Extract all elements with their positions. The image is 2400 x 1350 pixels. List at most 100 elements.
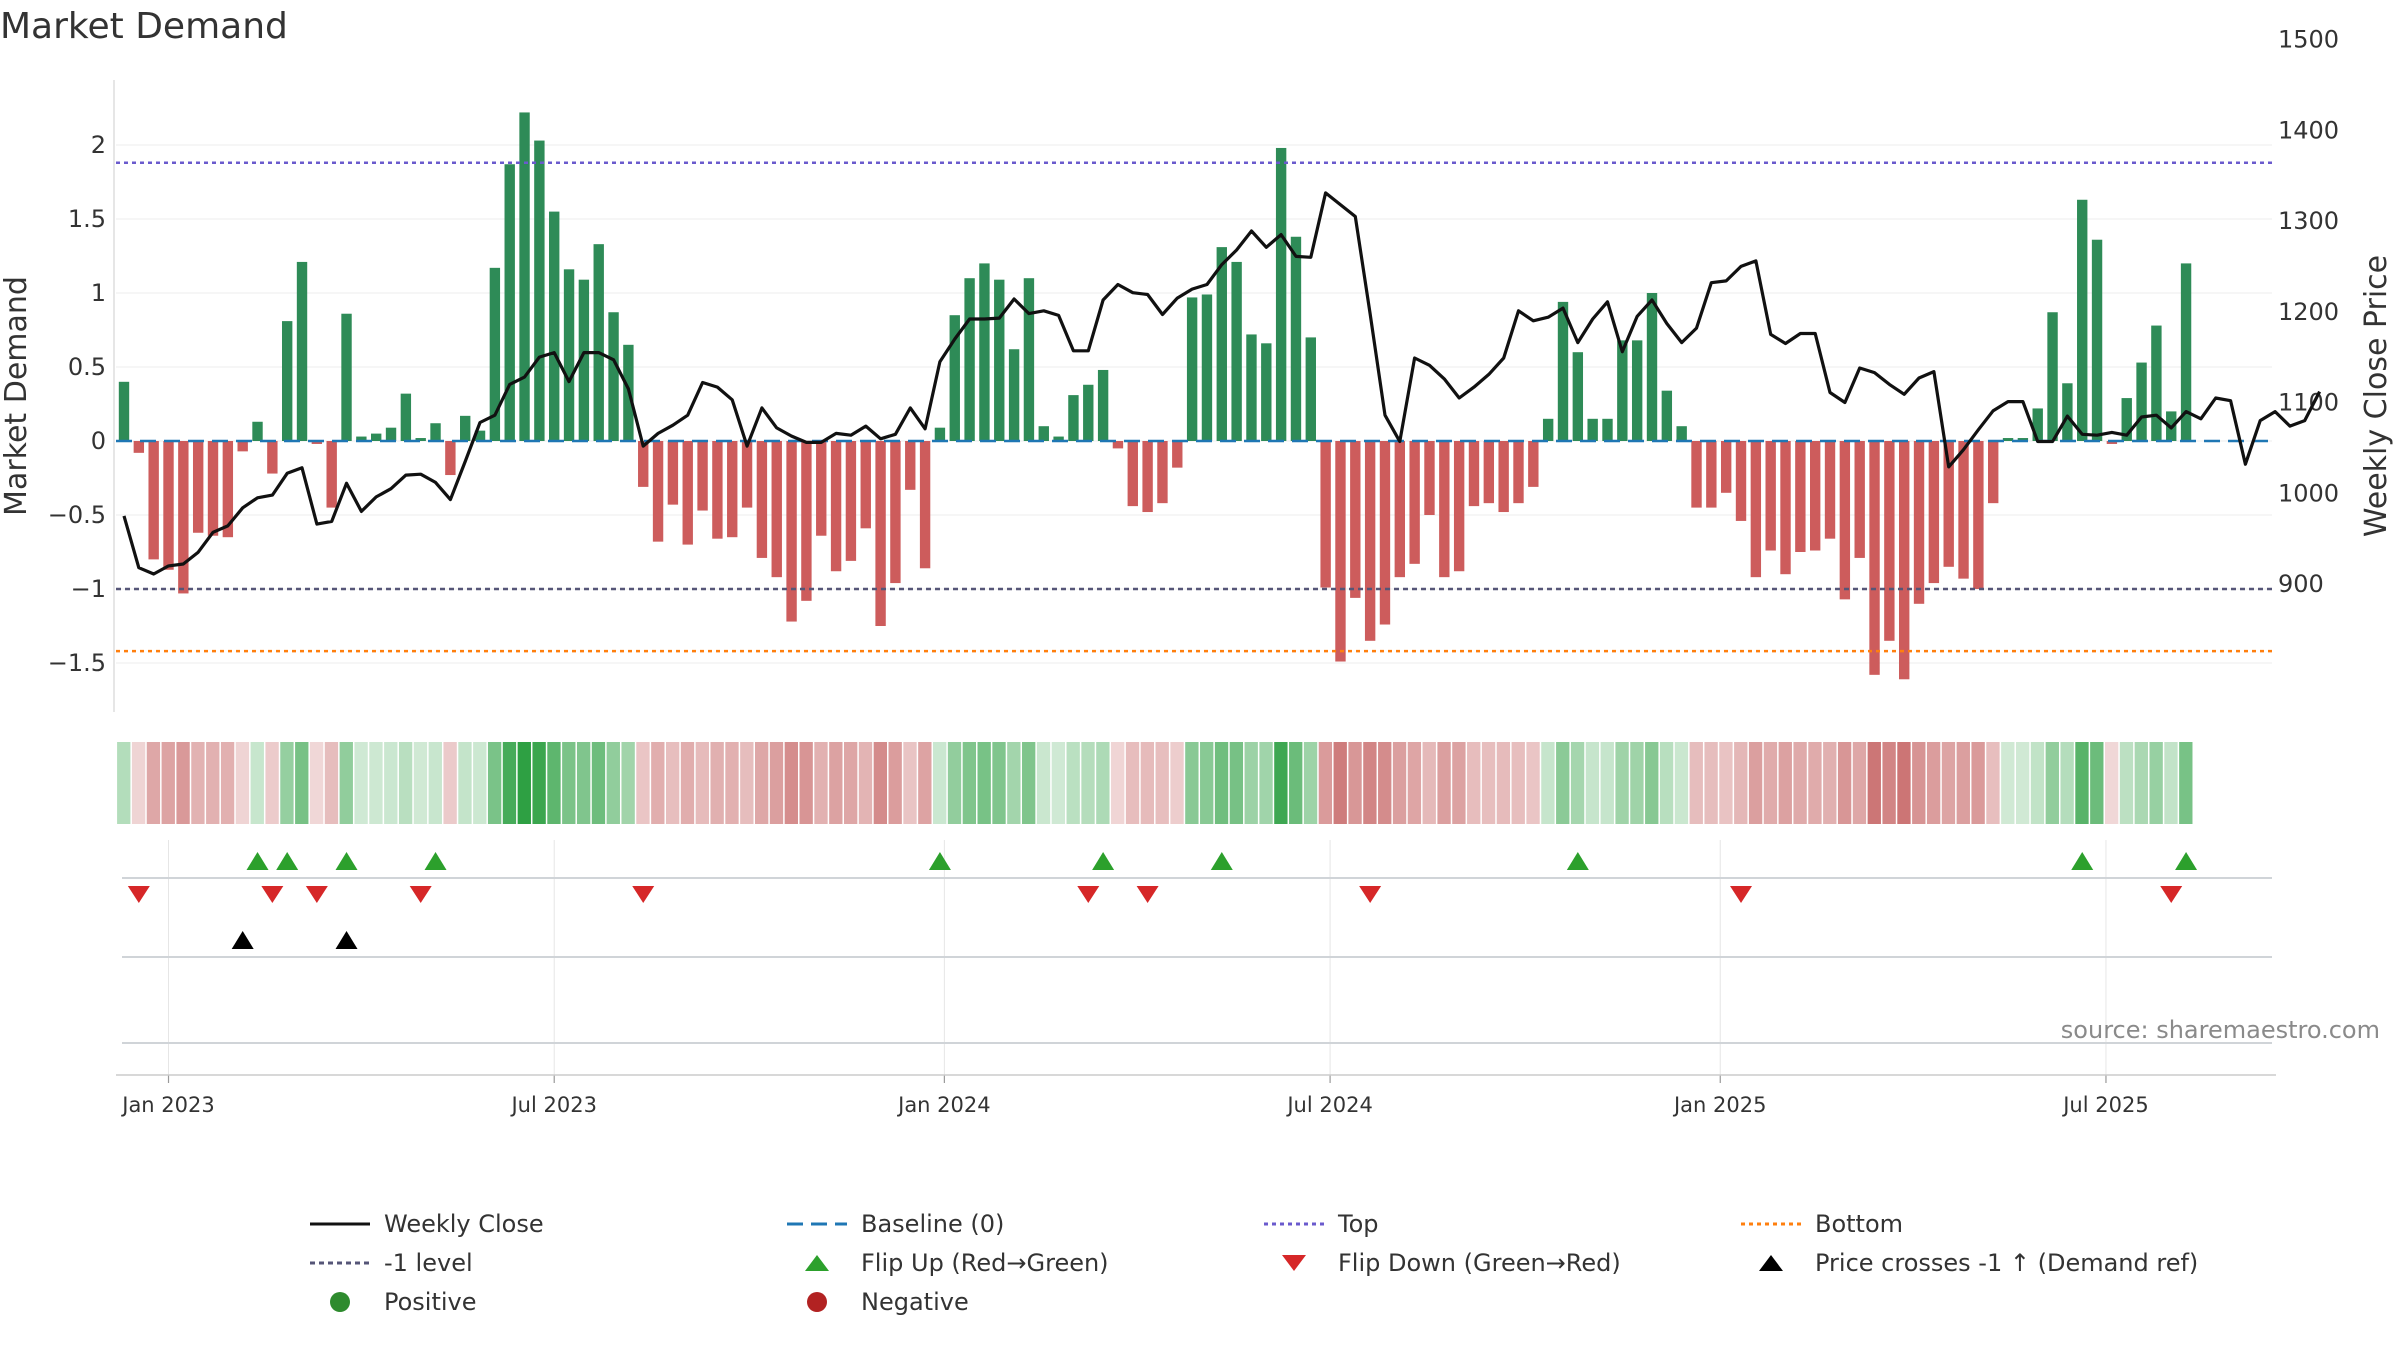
heatmap-cell: [1541, 742, 1555, 824]
demand-bar: [2106, 441, 2118, 444]
flip-down-marker: [261, 886, 284, 903]
heatmap-cell: [1259, 742, 1273, 824]
demand-bar: [845, 441, 857, 561]
legend-label: Negative: [861, 1287, 969, 1316]
demand-bar: [311, 441, 323, 444]
legend-item-negative: Negative: [787, 1286, 1264, 1317]
heatmap-cell: [799, 742, 813, 824]
heatmap-cell: [339, 742, 353, 824]
legend-label: Price crosses -1 ↑ (Demand ref): [1815, 1248, 2199, 1277]
x-tick-label: Jul 2024: [1285, 1093, 1372, 1117]
heatmap-cell: [754, 742, 769, 824]
heatmap-cell: [665, 742, 680, 824]
heatmap-cell: [769, 742, 784, 824]
demand-bar: [2091, 239, 2103, 441]
demand-bar: [1290, 236, 1302, 441]
heatmap-cell: [547, 742, 561, 824]
demand-bar: [1661, 390, 1673, 441]
legend-label: Bottom: [1815, 1209, 1904, 1238]
heatmap-cell: [1704, 742, 1718, 824]
legend-swatch-top: [1264, 1222, 1324, 1225]
demand-bar: [771, 441, 782, 578]
demand-bar: [2017, 438, 2029, 441]
demand-bar: [1988, 441, 1999, 504]
demand-bar: [400, 393, 412, 441]
heatmap-cell: [1467, 742, 1481, 824]
demand-bar: [1498, 441, 1509, 513]
price-cross-icon: [1759, 1254, 1783, 1271]
demand-bar: [1557, 301, 1569, 441]
flip-up-marker: [424, 852, 447, 870]
legend-item-bottom: Bottom: [1741, 1208, 2218, 1239]
demand-bar: [741, 441, 753, 508]
flip-down-marker: [1136, 886, 1159, 903]
demand-bar: [1587, 418, 1598, 441]
flip-up-marker: [2071, 852, 2094, 870]
demand-bar: [905, 441, 916, 490]
legend-item-minus-one: -1 level: [310, 1247, 787, 1278]
heatmap-cell: [1140, 742, 1155, 824]
heatmap-cell: [1882, 742, 1896, 824]
demand-bar: [534, 140, 545, 441]
heatmap-cell: [1808, 742, 1822, 824]
flip-up-marker: [1566, 852, 1589, 870]
y2-tick-label: 1500: [2278, 26, 2339, 54]
flip-up-marker: [1092, 852, 1115, 870]
heatmap-cell: [651, 742, 665, 824]
heatmap-cell: [1778, 742, 1792, 824]
flip-up-marker: [335, 852, 358, 870]
heatmap-cell: [502, 742, 517, 824]
heatmap-cell: [1155, 742, 1169, 824]
heatmap-cell: [2030, 742, 2045, 824]
demand-bar: [118, 381, 130, 441]
demand-bar: [2180, 263, 2192, 441]
y-tick-label: 2: [91, 131, 106, 159]
heatmap-cell: [1303, 742, 1318, 824]
heatmap-cell: [740, 742, 754, 824]
demand-bar: [712, 441, 723, 539]
demand-bar: [1246, 334, 1257, 441]
demand-bar: [1216, 247, 1227, 441]
demand-bar: [682, 441, 693, 545]
legend-label: Flip Up (Red→Green): [861, 1248, 1109, 1277]
heatmap-cell: [2090, 742, 2104, 824]
demand-bar: [1884, 441, 1895, 641]
demand-bar: [296, 261, 308, 441]
demand-bar: [2047, 312, 2058, 441]
demand-bar: [2151, 325, 2162, 441]
heatmap-cell: [354, 742, 368, 824]
heatmap-cell: [576, 742, 591, 824]
heatmap-cell: [843, 742, 858, 824]
y2-tick-label: 1000: [2278, 479, 2339, 507]
demand-bar: [578, 279, 590, 441]
heatmap-cell: [176, 742, 190, 824]
heatmap-cell: [1674, 742, 1689, 824]
heatmap-cell: [1926, 742, 1941, 824]
heatmap-cell: [1734, 742, 1748, 824]
demand-bar: [875, 441, 886, 626]
demand-bar: [1869, 441, 1880, 675]
heatmap-cell: [1111, 742, 1125, 824]
heatmap-cell: [1363, 742, 1377, 824]
heatmap-cell: [1496, 742, 1511, 824]
demand-bar: [593, 244, 604, 441]
flip-down-marker: [409, 886, 432, 903]
demand-bar: [1720, 441, 1732, 493]
heatmap-cell: [2149, 742, 2163, 824]
demand-bar: [1379, 441, 1391, 625]
legend: Weekly Close Baseline (0) Top Bottom -1 …: [310, 1208, 2270, 1317]
flip-up-marker: [246, 852, 269, 870]
heatmap-cell: [324, 742, 339, 824]
legend-item-price-cross: Price crosses -1 ↑ (Demand ref): [1741, 1247, 2218, 1278]
heatmap-cell: [1214, 742, 1229, 824]
demand-bar: [1943, 441, 1954, 567]
heatmap-cell: [1022, 742, 1036, 824]
demand-bar: [1468, 441, 1480, 507]
demand-bar: [1646, 293, 1658, 441]
heatmap-cell: [1645, 742, 1659, 824]
demand-bar: [860, 441, 871, 529]
demand-bar: [1083, 384, 1094, 441]
demand-bar: [460, 415, 471, 441]
y2-tick-label: 900: [2278, 570, 2324, 598]
demand-bar: [949, 315, 960, 441]
